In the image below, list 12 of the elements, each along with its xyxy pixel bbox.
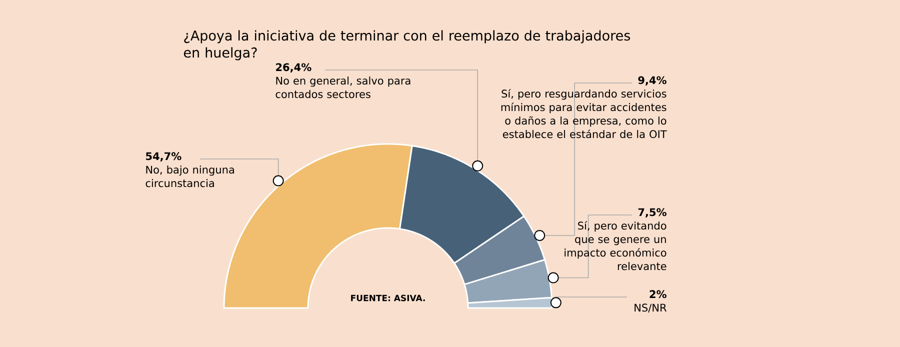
source-note: FUENTE: ASIVA. bbox=[351, 294, 425, 302]
slice-label: NS/NR bbox=[634, 304, 666, 312]
slice-label: Sí, pero resguardando servicios mínimos para evitar accidentes o daños a la empresa, como lo establece el estándar de la OIT bbox=[501, 89, 667, 138]
slice-label: No, bajo ninguna circunstancia bbox=[146, 166, 234, 188]
data-label: 9,4% bbox=[638, 76, 666, 86]
data-label: 7,5% bbox=[638, 208, 666, 218]
data-label: 2% bbox=[650, 290, 666, 298]
chart-title: ¿Apoya la iniciativa de terminar con el reemplazo de trabajadores en huelga? bbox=[184, 30, 630, 60]
data-label: 54,7% bbox=[146, 152, 182, 162]
slice-label: Sí, pero evitando que se genere un impacto económico relevante bbox=[564, 221, 666, 270]
slice-label: No en general, salvo para contados sectores bbox=[276, 76, 410, 98]
data-label: 26,4% bbox=[276, 63, 312, 72]
